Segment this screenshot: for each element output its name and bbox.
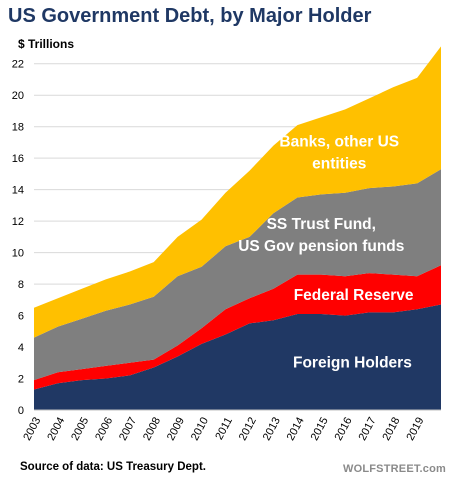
x-tick-label: 2007 bbox=[117, 415, 139, 442]
x-tick-label: 2018 bbox=[380, 415, 402, 442]
area-label: SS Trust Fund, US Gov pension funds bbox=[238, 216, 404, 255]
x-tick-label: 2016 bbox=[333, 415, 355, 442]
area-label-line: SS Trust Fund, bbox=[267, 216, 376, 233]
area-label: Foreign Holders bbox=[293, 355, 412, 372]
y-tick-label: 18 bbox=[12, 122, 24, 134]
source-note: Source of data: US Treasury Dept. bbox=[20, 461, 206, 473]
x-tick-label: 2005 bbox=[69, 415, 91, 442]
area-label-line: Foreign Holders bbox=[293, 355, 412, 372]
x-tick-label: 2011 bbox=[213, 415, 235, 442]
y-tick-label: 4 bbox=[18, 342, 24, 354]
x-tick-label: 2019 bbox=[404, 415, 426, 442]
y-tick-label: 6 bbox=[18, 311, 24, 323]
y-tick-label: 16 bbox=[12, 153, 24, 165]
watermark: WOLFSTREET.com bbox=[343, 463, 447, 475]
x-tick-label: 2004 bbox=[45, 415, 67, 442]
area-label-line: entities bbox=[312, 156, 366, 173]
y-tick-label: 10 bbox=[12, 248, 24, 260]
x-tick-label: 2017 bbox=[357, 415, 379, 442]
area-label-line: Banks, other US bbox=[279, 134, 399, 151]
area-banks-other-us-entities bbox=[34, 46, 441, 338]
x-tick-label: 2013 bbox=[261, 415, 283, 442]
y-tick-label: 0 bbox=[18, 405, 24, 417]
x-tick-label: 2003 bbox=[21, 415, 43, 442]
area-label: Federal Reserve bbox=[294, 287, 414, 304]
areas bbox=[34, 46, 441, 410]
x-tick-label: 2008 bbox=[141, 415, 163, 442]
area-label-line: Federal Reserve bbox=[294, 287, 414, 304]
y-tick-label: 20 bbox=[12, 90, 24, 102]
x-tick-label: 2015 bbox=[309, 415, 331, 442]
y-tick-label: 12 bbox=[12, 216, 24, 228]
area-foreign-holders bbox=[34, 304, 441, 410]
area-label: Banks, other US entities bbox=[279, 134, 399, 173]
x-tick-label: 2006 bbox=[93, 415, 115, 442]
y-tick-label: 2 bbox=[18, 374, 24, 386]
area-ss-trust-fund-us-gov-pension-funds bbox=[34, 169, 441, 381]
y-tick-label: 14 bbox=[12, 185, 24, 197]
area-federal-reserve bbox=[34, 265, 441, 390]
chart-title: US Government Debt, by Major Holder bbox=[8, 5, 372, 27]
area-labels: Banks, other US entities SS Trust Fund, US … bbox=[238, 134, 414, 372]
y-tick-label: 22 bbox=[12, 59, 24, 71]
y-tick-label: 8 bbox=[18, 279, 24, 291]
area-label-line: US Gov pension funds bbox=[238, 238, 404, 255]
x-tick-label: 2009 bbox=[165, 415, 187, 442]
x-tick-label: 2010 bbox=[189, 415, 211, 442]
x-tick-label: 2012 bbox=[237, 415, 259, 442]
x-tick-label: 2014 bbox=[285, 415, 307, 442]
y-axis-label: $ Trillions bbox=[18, 37, 74, 51]
